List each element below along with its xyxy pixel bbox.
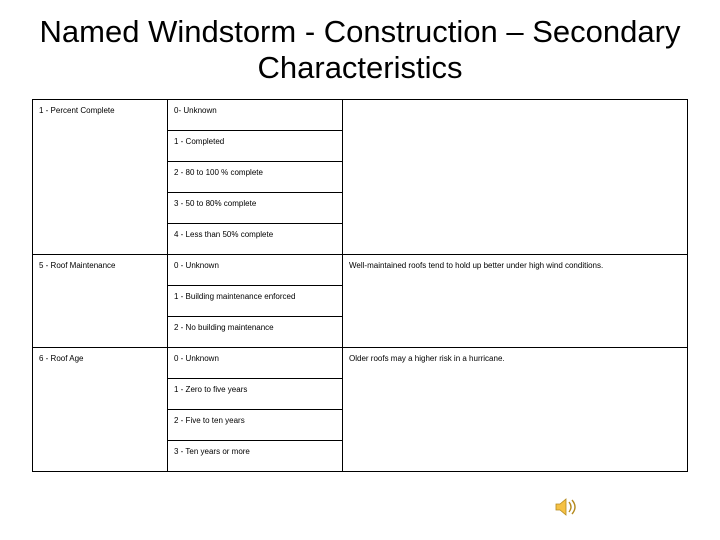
page-title: Named Windstorm - Construction – Seconda… <box>32 14 688 85</box>
category-cell: 1 - Percent Complete <box>33 100 168 255</box>
category-cell: 5 - Roof Maintenance <box>33 255 168 348</box>
option-cell: 4 - Less than 50% complete <box>168 224 343 255</box>
note-cell: Older roofs may a higher risk in a hurri… <box>343 348 688 472</box>
note-cell <box>343 100 688 255</box>
option-cell: 3 - Ten years or more <box>168 441 343 472</box>
option-cell: 1 - Building maintenance enforced <box>168 286 343 317</box>
table-row: 1 - Percent Complete 0- Unknown <box>33 100 688 131</box>
option-cell: 2 - No building maintenance <box>168 317 343 348</box>
table-row: 5 - Roof Maintenance 0 - Unknown Well-ma… <box>33 255 688 286</box>
option-cell: 0 - Unknown <box>168 348 343 379</box>
option-cell: 3 - 50 to 80% complete <box>168 193 343 224</box>
characteristics-table: 1 - Percent Complete 0- Unknown 1 - Comp… <box>32 99 688 472</box>
option-cell: 0- Unknown <box>168 100 343 131</box>
option-cell: 1 - Completed <box>168 131 343 162</box>
option-cell: 0 - Unknown <box>168 255 343 286</box>
table-row: 6 - Roof Age 0 - Unknown Older roofs may… <box>33 348 688 379</box>
sound-icon <box>554 496 580 518</box>
category-cell: 6 - Roof Age <box>33 348 168 472</box>
note-cell: Well-maintained roofs tend to hold up be… <box>343 255 688 348</box>
option-cell: 1 - Zero to five years <box>168 379 343 410</box>
slide: Named Windstorm - Construction – Seconda… <box>0 0 720 540</box>
option-cell: 2 - 80 to 100 % complete <box>168 162 343 193</box>
option-cell: 2 - Five to ten years <box>168 410 343 441</box>
